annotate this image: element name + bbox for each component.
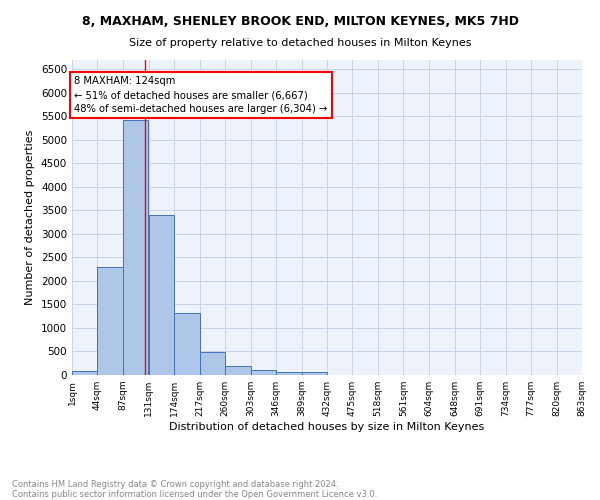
Bar xyxy=(302,372,327,375)
Text: 8, MAXHAM, SHENLEY BROOK END, MILTON KEYNES, MK5 7HD: 8, MAXHAM, SHENLEY BROOK END, MILTON KEY… xyxy=(82,15,518,28)
Bar xyxy=(225,366,251,375)
Bar xyxy=(149,215,175,375)
Text: Size of property relative to detached houses in Milton Keynes: Size of property relative to detached ho… xyxy=(129,38,471,48)
Text: 8 MAXHAM: 124sqm
← 51% of detached houses are smaller (6,667)
48% of semi-detach: 8 MAXHAM: 124sqm ← 51% of detached house… xyxy=(74,76,328,114)
Text: Contains HM Land Registry data © Crown copyright and database right 2024.
Contai: Contains HM Land Registry data © Crown c… xyxy=(12,480,377,499)
Y-axis label: Number of detached properties: Number of detached properties xyxy=(25,130,35,305)
Bar xyxy=(200,352,225,375)
Bar xyxy=(123,120,148,375)
Bar xyxy=(97,267,123,375)
Bar xyxy=(72,372,97,375)
Bar xyxy=(251,370,276,375)
X-axis label: Distribution of detached houses by size in Milton Keynes: Distribution of detached houses by size … xyxy=(169,422,485,432)
Bar xyxy=(175,314,200,375)
Bar xyxy=(276,372,302,375)
